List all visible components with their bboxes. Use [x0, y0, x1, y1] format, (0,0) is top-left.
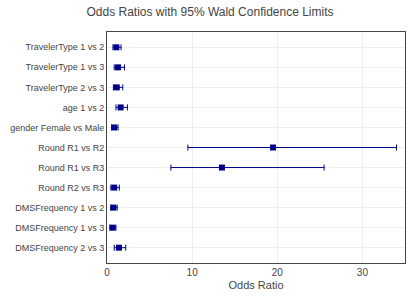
svg-text:DMSFrequency 2 vs 3: DMSFrequency 2 vs 3 — [15, 243, 104, 253]
svg-text:DMSFrequency 1 vs 2: DMSFrequency 1 vs 2 — [15, 203, 104, 213]
svg-text:Round R1 vs R3: Round R1 vs R3 — [38, 163, 104, 173]
svg-text:Round R2 vs R3: Round R2 vs R3 — [38, 183, 104, 193]
svg-text:0: 0 — [104, 267, 110, 278]
svg-text:30: 30 — [357, 267, 369, 278]
svg-text:TravelerType 1 vs 2: TravelerType 1 vs 2 — [25, 42, 104, 52]
svg-text:20: 20 — [272, 267, 284, 278]
svg-text:Odds Ratios with 95% Wald Conf: Odds Ratios with 95% Wald Confidence Lim… — [87, 5, 334, 19]
svg-text:age 1 vs 2: age 1 vs 2 — [63, 103, 105, 113]
svg-text:Odds Ratio: Odds Ratio — [228, 279, 283, 291]
svg-text:Round R1 vs R2: Round R1 vs R2 — [38, 143, 104, 153]
svg-text:gender Female vs Male: gender Female vs Male — [10, 123, 104, 133]
svg-text:DMSFrequency 1 vs 3: DMSFrequency 1 vs 3 — [15, 223, 104, 233]
svg-text:TravelerType 1 vs 3: TravelerType 1 vs 3 — [25, 62, 104, 72]
svg-text:TravelerType 2 vs 3: TravelerType 2 vs 3 — [25, 83, 104, 93]
svg-text:10: 10 — [187, 267, 199, 278]
